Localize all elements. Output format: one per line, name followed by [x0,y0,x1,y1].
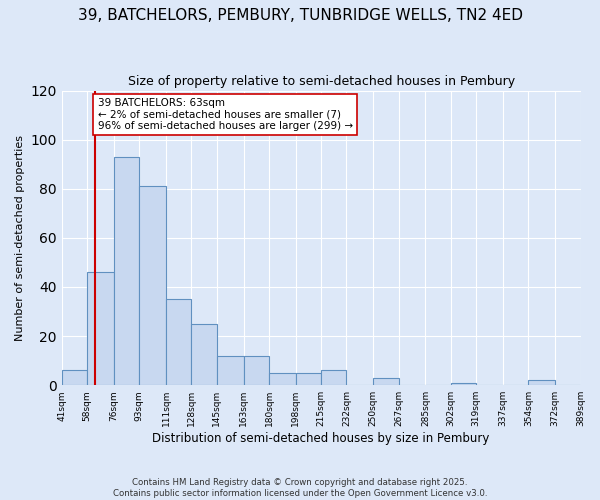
Bar [166,300,191,385]
Title: Size of property relative to semi-detached houses in Pembury: Size of property relative to semi-detach… [128,75,515,88]
Bar [451,383,476,385]
Text: Contains HM Land Registry data © Crown copyright and database right 2025.
Contai: Contains HM Land Registry data © Crown c… [113,478,487,498]
Bar [321,370,346,385]
Bar [62,370,87,385]
Bar [244,356,269,385]
Text: 39, BATCHELORS, PEMBURY, TUNBRIDGE WELLS, TN2 4ED: 39, BATCHELORS, PEMBURY, TUNBRIDGE WELLS… [77,8,523,22]
Bar [191,324,217,385]
X-axis label: Distribution of semi-detached houses by size in Pembury: Distribution of semi-detached houses by … [152,432,490,445]
Bar [296,373,321,385]
Y-axis label: Number of semi-detached properties: Number of semi-detached properties [15,135,25,341]
Bar [114,157,139,385]
Bar [373,378,398,385]
Bar [87,272,114,385]
Text: 39 BATCHELORS: 63sqm
← 2% of semi-detached houses are smaller (7)
96% of semi-de: 39 BATCHELORS: 63sqm ← 2% of semi-detach… [98,98,353,131]
Bar [529,380,555,385]
Bar [139,186,166,385]
Bar [217,356,244,385]
Bar [269,373,296,385]
